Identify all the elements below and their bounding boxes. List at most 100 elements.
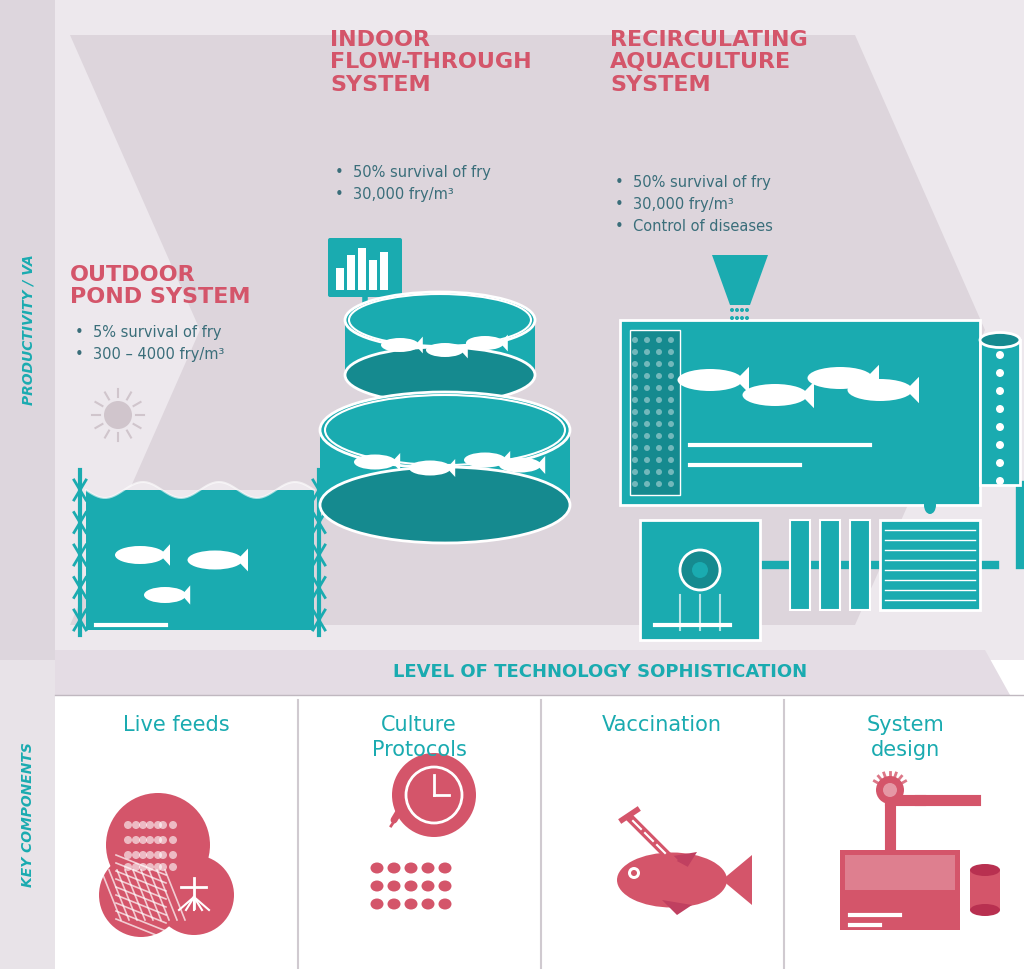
Circle shape (632, 433, 638, 439)
Circle shape (668, 337, 674, 343)
Circle shape (745, 316, 749, 320)
Ellipse shape (387, 898, 400, 910)
Ellipse shape (409, 460, 451, 476)
Circle shape (730, 323, 734, 327)
Polygon shape (160, 545, 170, 566)
Circle shape (996, 423, 1004, 431)
Circle shape (392, 753, 476, 837)
Ellipse shape (438, 898, 452, 910)
Ellipse shape (387, 862, 400, 873)
Bar (86, 490, 314, 630)
Circle shape (668, 445, 674, 451)
Polygon shape (55, 650, 1010, 695)
Circle shape (656, 361, 662, 367)
Circle shape (656, 445, 662, 451)
Bar (790, 520, 810, 610)
Circle shape (644, 433, 650, 439)
Circle shape (159, 836, 167, 844)
Circle shape (996, 405, 1004, 413)
Circle shape (735, 323, 739, 327)
Circle shape (632, 373, 638, 379)
Polygon shape (736, 367, 749, 393)
Bar (358, 248, 366, 290)
Circle shape (745, 308, 749, 312)
Polygon shape (237, 548, 248, 572)
Circle shape (154, 821, 162, 829)
Circle shape (139, 821, 147, 829)
Polygon shape (906, 377, 919, 403)
Text: •  Control of diseases: • Control of diseases (615, 219, 773, 234)
Circle shape (996, 441, 1004, 449)
Circle shape (656, 373, 662, 379)
Circle shape (668, 385, 674, 391)
Circle shape (632, 337, 638, 343)
Ellipse shape (404, 898, 418, 910)
Ellipse shape (970, 904, 1000, 916)
Circle shape (132, 851, 140, 859)
Text: System
design: System design (866, 715, 944, 760)
Ellipse shape (422, 862, 434, 873)
Polygon shape (537, 456, 545, 474)
Circle shape (632, 385, 638, 391)
Polygon shape (722, 855, 752, 905)
Text: KEY COMPONENTS: KEY COMPONENTS (22, 742, 35, 888)
Bar (345, 320, 535, 375)
Text: LEVEL OF TECHNOLOGY SOPHISTICATION: LEVEL OF TECHNOLOGY SOPHISTICATION (393, 663, 807, 681)
Circle shape (146, 821, 154, 829)
FancyBboxPatch shape (328, 238, 402, 297)
Ellipse shape (371, 898, 384, 910)
Bar (970, 870, 1000, 910)
Bar (0, 0, 1024, 660)
Text: Vaccination: Vaccination (602, 715, 722, 735)
Circle shape (745, 323, 749, 327)
Circle shape (656, 349, 662, 355)
Circle shape (169, 851, 177, 859)
Ellipse shape (345, 347, 535, 403)
Circle shape (632, 349, 638, 355)
Bar (347, 255, 355, 290)
Ellipse shape (980, 332, 1020, 348)
Circle shape (656, 457, 662, 463)
Ellipse shape (371, 881, 384, 891)
Ellipse shape (187, 550, 243, 570)
Circle shape (996, 387, 1004, 395)
Circle shape (159, 821, 167, 829)
Circle shape (159, 851, 167, 859)
Ellipse shape (678, 369, 742, 391)
Bar (336, 268, 344, 290)
Circle shape (656, 433, 662, 439)
Ellipse shape (808, 367, 872, 389)
Ellipse shape (426, 343, 464, 357)
Polygon shape (392, 453, 400, 471)
Circle shape (656, 397, 662, 403)
Bar (880, 520, 980, 610)
Circle shape (656, 337, 662, 343)
Circle shape (644, 361, 650, 367)
Polygon shape (415, 336, 423, 354)
Ellipse shape (354, 454, 396, 470)
Circle shape (154, 863, 162, 871)
Ellipse shape (404, 862, 418, 873)
Ellipse shape (381, 338, 419, 352)
Polygon shape (500, 334, 508, 352)
Circle shape (735, 316, 739, 320)
Circle shape (99, 853, 183, 937)
Circle shape (730, 308, 734, 312)
Circle shape (154, 851, 162, 859)
Circle shape (124, 821, 132, 829)
Circle shape (668, 397, 674, 403)
Circle shape (146, 863, 154, 871)
Bar (0, 660, 55, 969)
Circle shape (668, 457, 674, 463)
Circle shape (644, 409, 650, 415)
Circle shape (632, 469, 638, 475)
Circle shape (656, 409, 662, 415)
Polygon shape (70, 35, 985, 625)
Circle shape (692, 562, 708, 578)
Ellipse shape (371, 862, 384, 873)
Circle shape (139, 836, 147, 844)
Ellipse shape (466, 336, 504, 350)
Circle shape (632, 397, 638, 403)
Circle shape (668, 481, 674, 487)
Text: RECIRCULATING
AQUACULTURE
SYSTEM: RECIRCULATING AQUACULTURE SYSTEM (610, 30, 808, 95)
